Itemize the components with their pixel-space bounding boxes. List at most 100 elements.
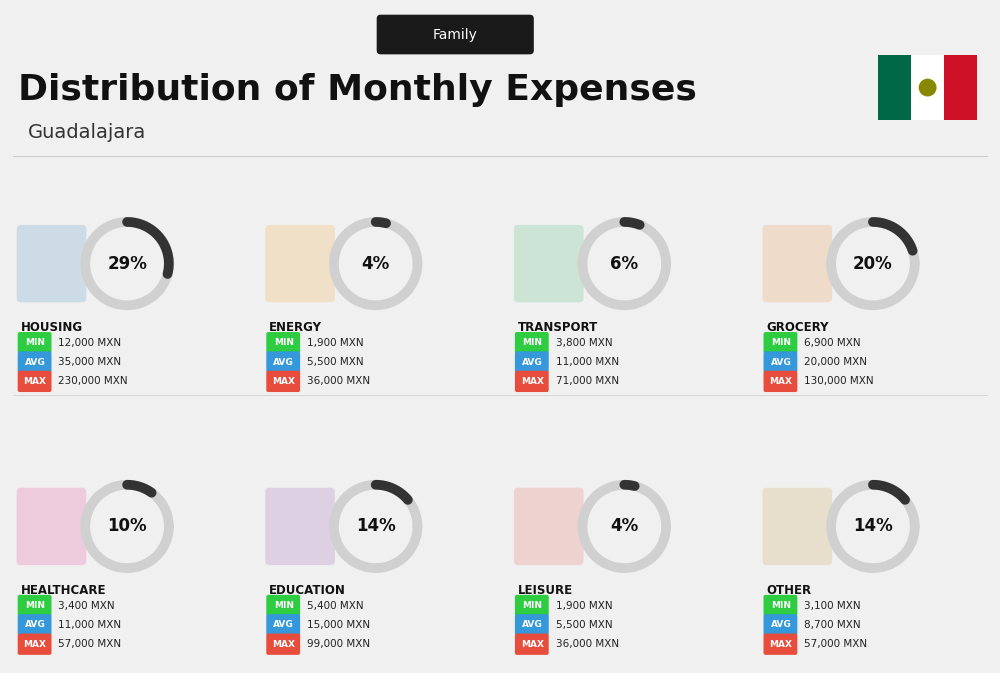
FancyBboxPatch shape [764, 614, 797, 635]
FancyBboxPatch shape [764, 371, 797, 392]
FancyBboxPatch shape [18, 595, 52, 616]
Text: 4%: 4% [362, 254, 390, 273]
FancyBboxPatch shape [18, 614, 52, 635]
Text: 29%: 29% [107, 254, 147, 273]
FancyBboxPatch shape [515, 595, 549, 616]
Text: 11,000 MXN: 11,000 MXN [556, 357, 619, 367]
Text: 130,000 MXN: 130,000 MXN [804, 376, 874, 386]
Bar [944, 55, 977, 120]
Text: 1,900 MXN: 1,900 MXN [556, 600, 612, 610]
FancyBboxPatch shape [514, 225, 584, 302]
Text: MIN: MIN [25, 339, 45, 347]
Text: AVG: AVG [771, 621, 791, 629]
Text: MIN: MIN [771, 339, 791, 347]
FancyBboxPatch shape [763, 488, 832, 565]
FancyBboxPatch shape [17, 488, 86, 565]
FancyBboxPatch shape [266, 633, 300, 655]
Text: AVG: AVG [25, 357, 45, 367]
Text: 57,000 MXN: 57,000 MXN [58, 639, 122, 649]
Circle shape [919, 79, 937, 96]
FancyBboxPatch shape [266, 595, 300, 616]
Text: 5,500 MXN: 5,500 MXN [307, 357, 364, 367]
FancyBboxPatch shape [764, 351, 797, 373]
FancyBboxPatch shape [515, 332, 549, 353]
Text: 36,000 MXN: 36,000 MXN [556, 639, 619, 649]
Text: MIN: MIN [274, 601, 294, 610]
FancyBboxPatch shape [764, 633, 797, 655]
Text: 4%: 4% [610, 518, 638, 536]
Bar [878, 55, 911, 120]
Text: MAX: MAX [521, 640, 544, 649]
FancyBboxPatch shape [266, 371, 300, 392]
Text: 6,900 MXN: 6,900 MXN [804, 338, 861, 348]
Text: AVG: AVG [771, 357, 791, 367]
FancyBboxPatch shape [18, 351, 52, 373]
FancyBboxPatch shape [18, 371, 52, 392]
Text: AVG: AVG [522, 357, 543, 367]
FancyBboxPatch shape [18, 332, 52, 353]
FancyBboxPatch shape [515, 371, 549, 392]
Text: MIN: MIN [25, 601, 45, 610]
Text: 99,000 MXN: 99,000 MXN [307, 639, 370, 649]
Text: 57,000 MXN: 57,000 MXN [804, 639, 867, 649]
Text: MAX: MAX [769, 640, 792, 649]
FancyBboxPatch shape [266, 351, 300, 373]
Text: MIN: MIN [522, 339, 542, 347]
Text: 14%: 14% [853, 518, 893, 536]
Text: 3,400 MXN: 3,400 MXN [58, 600, 115, 610]
Text: 20%: 20% [853, 254, 893, 273]
Text: MIN: MIN [274, 339, 294, 347]
Text: 36,000 MXN: 36,000 MXN [307, 376, 370, 386]
Text: MAX: MAX [24, 640, 47, 649]
Text: Guadalajara: Guadalajara [28, 123, 146, 142]
FancyBboxPatch shape [266, 332, 300, 353]
FancyBboxPatch shape [515, 614, 549, 635]
Text: OTHER: OTHER [767, 584, 812, 597]
Text: 10%: 10% [107, 518, 147, 536]
Text: 3,100 MXN: 3,100 MXN [804, 600, 861, 610]
FancyBboxPatch shape [265, 225, 335, 302]
Text: 230,000 MXN: 230,000 MXN [58, 376, 128, 386]
Text: 8,700 MXN: 8,700 MXN [804, 620, 861, 630]
FancyBboxPatch shape [764, 332, 797, 353]
Text: AVG: AVG [522, 621, 543, 629]
Text: TRANSPORT: TRANSPORT [518, 321, 598, 334]
Text: AVG: AVG [25, 621, 45, 629]
FancyBboxPatch shape [266, 614, 300, 635]
FancyBboxPatch shape [18, 633, 52, 655]
Text: AVG: AVG [273, 621, 294, 629]
FancyBboxPatch shape [763, 225, 832, 302]
Text: AVG: AVG [273, 357, 294, 367]
Text: 6%: 6% [610, 254, 638, 273]
FancyBboxPatch shape [515, 351, 549, 373]
Text: 1,900 MXN: 1,900 MXN [307, 338, 364, 348]
Text: 5,500 MXN: 5,500 MXN [556, 620, 612, 630]
Text: 12,000 MXN: 12,000 MXN [58, 338, 122, 348]
Text: Family: Family [433, 28, 478, 42]
Bar [911, 55, 944, 120]
FancyBboxPatch shape [514, 488, 584, 565]
Text: 20,000 MXN: 20,000 MXN [804, 357, 867, 367]
Text: MAX: MAX [272, 640, 295, 649]
FancyBboxPatch shape [377, 15, 534, 55]
Text: 35,000 MXN: 35,000 MXN [58, 357, 122, 367]
Text: EDUCATION: EDUCATION [269, 584, 346, 597]
Text: 71,000 MXN: 71,000 MXN [556, 376, 619, 386]
Text: MAX: MAX [24, 377, 47, 386]
Text: LEISURE: LEISURE [518, 584, 573, 597]
Text: MIN: MIN [771, 601, 791, 610]
Text: 15,000 MXN: 15,000 MXN [307, 620, 370, 630]
Text: MAX: MAX [769, 377, 792, 386]
FancyBboxPatch shape [265, 488, 335, 565]
FancyBboxPatch shape [17, 225, 86, 302]
Text: 5,400 MXN: 5,400 MXN [307, 600, 364, 610]
Text: HOUSING: HOUSING [21, 321, 83, 334]
Text: HEALTHCARE: HEALTHCARE [21, 584, 106, 597]
Text: 3,800 MXN: 3,800 MXN [556, 338, 612, 348]
Text: MAX: MAX [272, 377, 295, 386]
Text: ENERGY: ENERGY [269, 321, 322, 334]
FancyBboxPatch shape [515, 633, 549, 655]
Text: 14%: 14% [356, 518, 396, 536]
Text: Distribution of Monthly Expenses: Distribution of Monthly Expenses [18, 73, 697, 107]
Text: MAX: MAX [521, 377, 544, 386]
